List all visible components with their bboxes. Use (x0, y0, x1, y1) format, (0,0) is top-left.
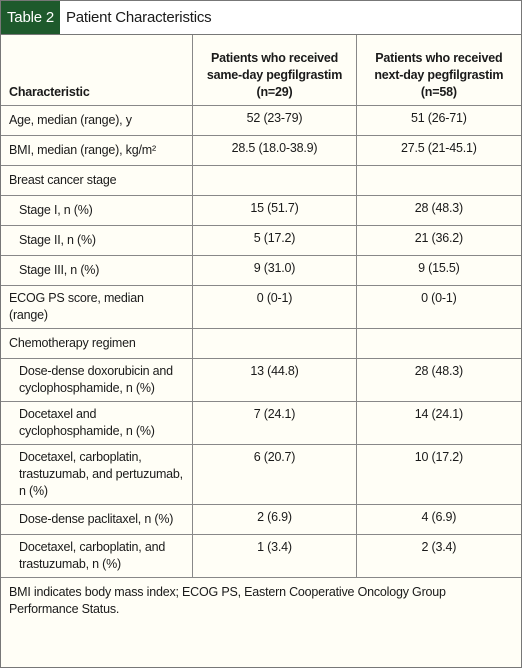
row-label: Dose-dense doxorubicin and cyclophospham… (1, 358, 194, 402)
table-row: Docetaxel, carboplatin, and trastuzumab,… (1, 534, 521, 578)
cell-value: 51 (26-71) (355, 105, 521, 136)
column-header: Characteristic (1, 35, 194, 106)
table-row: Age, median (range), y 52 (23-79) 51 (26-7… (1, 105, 521, 136)
cell-value: 9 (15.5) (355, 255, 521, 286)
cell-value: 1 (3.4) (192, 534, 357, 578)
table-row: Stage II, n (%) 5 (17.2) 21 (36.2) (1, 225, 521, 256)
cell-value (192, 328, 357, 359)
cell-value: 28 (48.3) (355, 358, 521, 402)
cell-value (355, 165, 521, 196)
table-row: Breast cancer stage (1, 165, 521, 196)
cell-value: 27.5 (21-45.1) (355, 135, 521, 166)
table-row: BMI, median (range), kg/m² 28.5 (18.0-38.… (1, 135, 521, 166)
footnote: BMI indicates body mass index; ECOG PS, … (9, 585, 446, 616)
row-label: Age, median (range), y (1, 105, 194, 136)
cell-value: 5 (17.2) (192, 225, 357, 256)
row-label: ECOG PS score, median (range) (1, 285, 194, 329)
row-label: Stage II, n (%) (1, 225, 194, 256)
cell-value: 52 (23-79) (192, 105, 357, 136)
table-head: Characteristic Patients who received same… (1, 35, 521, 106)
table-row: Docetaxel and cyclophosphamide, n (%) 7 (… (1, 401, 521, 445)
table-row: ECOG PS score, median (range) 0 (0-1) 0 (0… (1, 285, 521, 329)
table-row: Dose-dense doxorubicin and cyclophospham… (1, 358, 521, 402)
cell-value: 28 (48.3) (355, 195, 521, 226)
row-label: Dose-dense paclitaxel, n (%) (1, 504, 194, 535)
row-label: Docetaxel and cyclophosphamide, n (%) (1, 401, 194, 445)
table-row: Stage III, n (%) 9 (31.0) 9 (15.5) (1, 255, 521, 286)
row-label: BMI, median (range), kg/m² (1, 135, 194, 166)
column-header: Patients who received same-day pegfilgra… (192, 35, 357, 106)
cell-value (192, 165, 357, 196)
row-label: Docetaxel, carboplatin, trastuzumab, and… (1, 444, 194, 505)
cell-value: 0 (0-1) (192, 285, 357, 329)
cell-value: 13 (44.8) (192, 358, 357, 402)
cell-value: 14 (24.1) (355, 401, 521, 445)
cell-value: 15 (51.7) (192, 195, 357, 226)
cell-value: 21 (36.2) (355, 225, 521, 256)
cell-value: 7 (24.1) (192, 401, 357, 445)
row-label: Breast cancer stage (1, 165, 194, 196)
table-body: Age, median (range), y 52 (23-79) 51 (26-7… (1, 105, 521, 578)
cell-value: 9 (31.0) (192, 255, 357, 286)
header-row: Characteristic Patients who received same… (1, 35, 521, 106)
row-label: Stage III, n (%) (1, 255, 194, 286)
row-label: Docetaxel, carboplatin, and trastuzumab,… (1, 534, 194, 578)
cell-value: 28.5 (18.0-38.9) (192, 135, 357, 166)
table-label: Table 2 (1, 1, 60, 34)
cell-value: 2 (6.9) (192, 504, 357, 535)
row-label: Chemotherapy regimen (1, 328, 194, 359)
cell-value: 2 (3.4) (355, 534, 521, 578)
column-header: Patients who received next-day pegfilgra… (355, 35, 521, 106)
table-row: Stage I, n (%) 15 (51.7) 28 (48.3) (1, 195, 521, 226)
cell-value (355, 328, 521, 359)
cell-value: 4 (6.9) (355, 504, 521, 535)
table-title: Patient Characteristics (65, 9, 212, 26)
title-bar: Table 2 Patient Characteristics (1, 1, 521, 35)
data-table: Characteristic Patients who received same… (1, 35, 521, 578)
cell-value: 6 (20.7) (192, 444, 357, 505)
table-row: Chemotherapy regimen (1, 328, 521, 359)
table-row: Dose-dense paclitaxel, n (%) 2 (6.9) 4 (6.… (1, 504, 521, 535)
row-label: Stage I, n (%) (1, 195, 194, 226)
cell-value: 0 (0-1) (355, 285, 521, 329)
cell-value: 10 (17.2) (355, 444, 521, 505)
table-row: Docetaxel, carboplatin, trastuzumab, and… (1, 444, 521, 505)
